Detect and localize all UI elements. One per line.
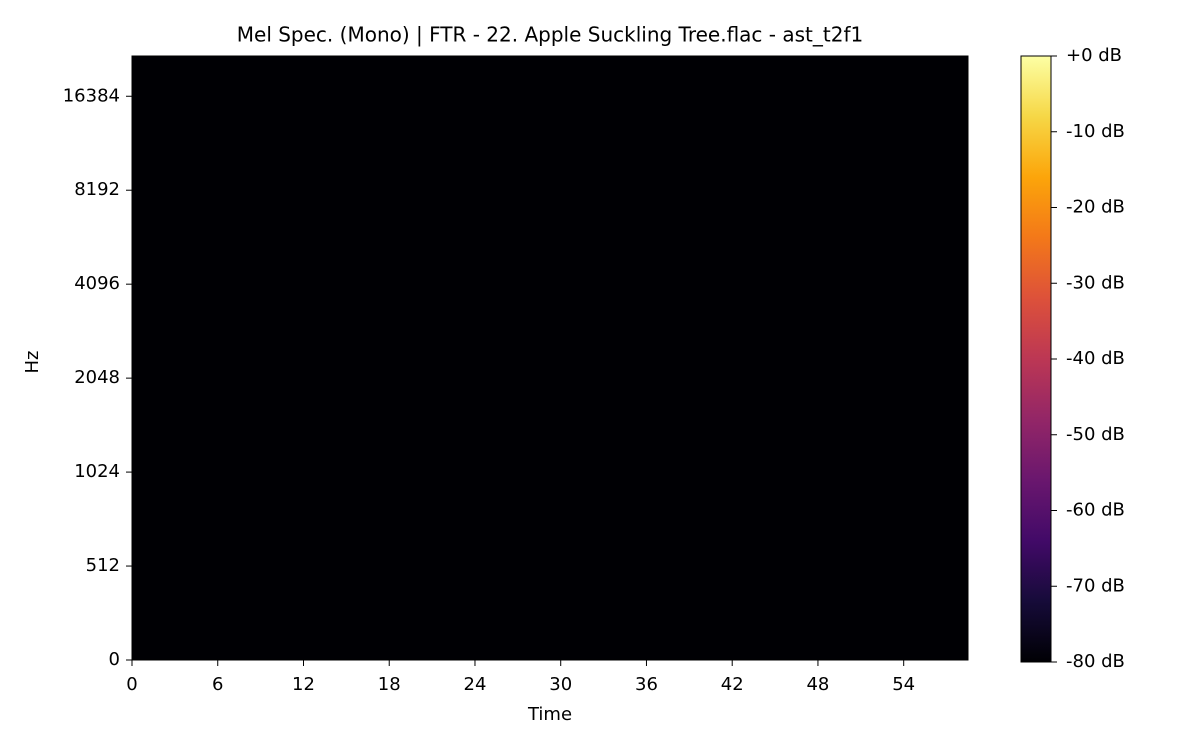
y-tick-label: 0 bbox=[109, 649, 120, 670]
y-tick-label: 2048 bbox=[74, 367, 120, 388]
x-tick-label: 54 bbox=[892, 674, 915, 695]
y-tick-label: 16384 bbox=[63, 85, 120, 106]
x-tick-label: 24 bbox=[464, 674, 487, 695]
x-tick-label: 12 bbox=[292, 674, 315, 695]
y-tick-label: 1024 bbox=[74, 461, 120, 482]
chart-title: Mel Spec. (Mono) | FTR - 22. Apple Suckl… bbox=[237, 23, 863, 47]
x-tick-label: 6 bbox=[212, 674, 223, 695]
colorbar-tick-label: -10 dB bbox=[1066, 121, 1125, 142]
y-tick-label: 4096 bbox=[74, 273, 120, 294]
x-axis-label: Time bbox=[527, 704, 572, 725]
y-tick-label: 512 bbox=[86, 555, 120, 576]
plot-background bbox=[132, 56, 968, 660]
colorbar-tick-label: -20 dB bbox=[1066, 197, 1125, 218]
y-tick-label: 8192 bbox=[74, 179, 120, 200]
x-tick-label: 36 bbox=[635, 674, 658, 695]
x-tick-label: 30 bbox=[549, 674, 572, 695]
x-tick-label: 18 bbox=[378, 674, 401, 695]
colorbar-tick-label: -40 dB bbox=[1066, 348, 1125, 369]
colorbar-tick-label: +0 dB bbox=[1066, 45, 1122, 66]
colorbar-tick-label: -30 dB bbox=[1066, 272, 1125, 293]
x-tick-label: 42 bbox=[721, 674, 744, 695]
y-axis-label: Hz bbox=[22, 351, 43, 374]
colorbar bbox=[1020, 55, 1052, 663]
colorbar-tick-label: -70 dB bbox=[1066, 575, 1125, 596]
colorbar-tick-label: -60 dB bbox=[1066, 500, 1125, 521]
colorbar-tick-label: -50 dB bbox=[1066, 424, 1125, 445]
plot-frame bbox=[131, 55, 969, 661]
x-tick-label: 0 bbox=[126, 674, 137, 695]
colorbar-tick-label: -80 dB bbox=[1066, 651, 1125, 672]
x-tick-label: 48 bbox=[806, 674, 829, 695]
